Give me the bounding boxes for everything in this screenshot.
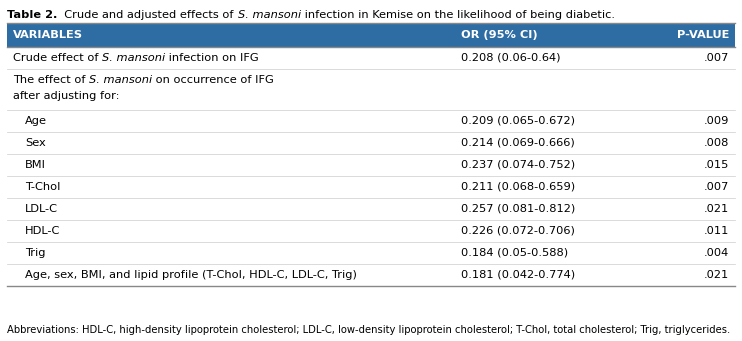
Text: infection on IFG: infection on IFG xyxy=(165,53,259,63)
Text: S. mansoni: S. mansoni xyxy=(102,53,165,63)
Text: P-VALUE: P-VALUE xyxy=(677,30,729,40)
Text: 0.184 (0.05-0.588): 0.184 (0.05-0.588) xyxy=(461,248,568,258)
Text: 0.214 (0.069-0.666): 0.214 (0.069-0.666) xyxy=(461,138,574,148)
Text: Sex: Sex xyxy=(25,138,46,148)
Text: BMI: BMI xyxy=(25,160,46,170)
Bar xyxy=(7,132,735,154)
Text: .021: .021 xyxy=(703,204,729,214)
Text: .015: .015 xyxy=(703,160,729,170)
Text: Age, sex, BMI, and lipid profile (T-Chol, HDL-C, LDL-C, Trig): Age, sex, BMI, and lipid profile (T-Chol… xyxy=(25,270,357,280)
Text: VARIABLES: VARIABLES xyxy=(13,30,83,40)
Text: infection in Kemise on the likelihood of being diabetic.: infection in Kemise on the likelihood of… xyxy=(301,10,614,20)
Text: S. mansoni: S. mansoni xyxy=(89,75,152,85)
Bar xyxy=(7,198,735,220)
Text: LDL-C: LDL-C xyxy=(25,204,58,214)
Text: .007: .007 xyxy=(703,53,729,63)
Text: after adjusting for:: after adjusting for: xyxy=(13,91,119,101)
Bar xyxy=(7,176,735,198)
Text: .004: .004 xyxy=(703,248,729,258)
Text: 0.237 (0.074-0.752): 0.237 (0.074-0.752) xyxy=(461,160,575,170)
Text: S. mansoni: S. mansoni xyxy=(237,10,301,20)
Text: 0.181 (0.042-0.774): 0.181 (0.042-0.774) xyxy=(461,270,575,280)
Text: .007: .007 xyxy=(703,182,729,192)
Text: The effect of: The effect of xyxy=(13,75,89,85)
Text: 0.209 (0.065-0.672): 0.209 (0.065-0.672) xyxy=(461,116,575,126)
Text: T-Chol: T-Chol xyxy=(25,182,60,192)
Text: .011: .011 xyxy=(703,226,729,236)
Text: Crude effect of: Crude effect of xyxy=(13,53,102,63)
Text: .021: .021 xyxy=(703,270,729,280)
Text: Age: Age xyxy=(25,116,47,126)
Bar xyxy=(7,154,735,176)
Text: .008: .008 xyxy=(703,138,729,148)
Text: on occurrence of IFG: on occurrence of IFG xyxy=(152,75,274,85)
Text: 0.211 (0.068-0.659): 0.211 (0.068-0.659) xyxy=(461,182,575,192)
Bar xyxy=(7,110,735,132)
Text: HDL-C: HDL-C xyxy=(25,226,60,236)
Text: Trig: Trig xyxy=(25,248,45,258)
Text: Crude and adjusted effects of: Crude and adjusted effects of xyxy=(57,10,237,20)
Text: 0.257 (0.081-0.812): 0.257 (0.081-0.812) xyxy=(461,204,575,214)
Text: .009: .009 xyxy=(703,116,729,126)
Text: 0.226 (0.072-0.706): 0.226 (0.072-0.706) xyxy=(461,226,574,236)
Bar xyxy=(7,264,735,286)
Bar xyxy=(7,242,735,264)
Text: Abbreviations: HDL-C, high-density lipoprotein cholesterol; LDL-C, low-density l: Abbreviations: HDL-C, high-density lipop… xyxy=(7,325,730,335)
Text: 0.208 (0.06-0.64): 0.208 (0.06-0.64) xyxy=(461,53,560,63)
Text: OR (95% CI): OR (95% CI) xyxy=(461,30,537,40)
Bar xyxy=(7,23,735,47)
Bar xyxy=(7,220,735,242)
Bar xyxy=(7,69,735,110)
Text: Table 2.: Table 2. xyxy=(7,10,57,20)
Bar xyxy=(7,47,735,69)
